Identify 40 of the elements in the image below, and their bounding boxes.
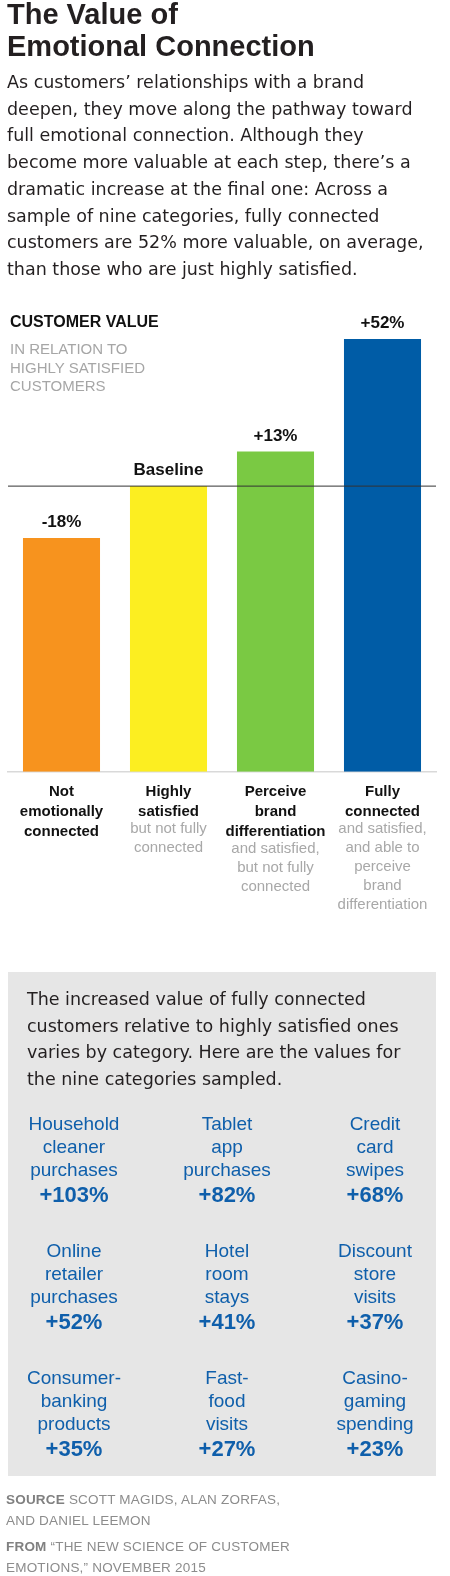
text: FROM “THE NEW SCIENCE OF CUSTOMER EMOTIONS,” NOVEMBER 2015 [6, 1539, 290, 1575]
text: +27% [198, 1436, 256, 1461]
text: +68% [346, 1182, 404, 1207]
category-label: Consumer-banking products [27, 1366, 121, 1435]
annotation: Baseline [133, 460, 204, 480]
annotation: IN RELATION TO HIGHLY SATISFIED CUSTOMERS [10, 340, 146, 395]
category-label: Tablet app purchases [183, 1112, 271, 1181]
chart-subtitle: As customers’ relationships with a brand deepen, they move along the pathway toward full emotional connection. Although they become more valuable at each step, there’s a dramatic increase at the final one: Across a sample of nine categories, fully connected customers are 52% more valuable, on average, than those who are just highly satisfied. [7, 71, 425, 281]
text: +103% [39, 1182, 109, 1207]
text: +52% [45, 1309, 103, 1334]
text: +41% [198, 1309, 256, 1334]
category-label: Casino-gaming spending [336, 1366, 414, 1435]
annotation: +13% [253, 425, 298, 445]
bar [22, 538, 101, 772]
x-tick-label: Highly satisfied [138, 781, 199, 819]
x-tick-label: Fully connected [344, 781, 421, 819]
category-label: Household cleaner purchases [28, 1112, 120, 1181]
annotation: -18% [41, 512, 82, 532]
text: +35% [45, 1436, 103, 1461]
text: and satisfied, and able to perceive brand differentiation [337, 819, 428, 913]
text: +82% [198, 1182, 256, 1207]
text: +37% [346, 1309, 404, 1334]
category-label: Discount store visits [338, 1239, 412, 1308]
bar [343, 339, 422, 772]
x-tick-label: Perceive brand differentiation [225, 781, 326, 840]
text: but not fully connected [130, 819, 208, 856]
source-note: SOURCE SCOTT MAGIDS, ALAN ZORFAS, AND DANIEL LEEMON [6, 1492, 281, 1528]
text: and satisfied, but not fully connected [231, 839, 320, 895]
y-axis-title: CUSTOMER VALUE [10, 313, 160, 331]
bar [129, 486, 208, 772]
chart-title: The Value of Emotional Connection [7, 0, 316, 62]
x-tick-label: Not emotionally connected [19, 781, 104, 840]
text: The increased value of fully connected customers relative to highly satisfied ones varies by category. Here are the values for the nine categories sampled. [27, 988, 402, 1091]
annotation: +52% [360, 313, 405, 333]
text: +23% [346, 1436, 404, 1461]
bar [236, 451, 315, 772]
category-label: Hotel room stays [204, 1239, 250, 1308]
category-label: Online retailer purchases [30, 1239, 118, 1308]
category-label: Fast-food visits [205, 1366, 249, 1435]
category-label: Credit card swipes [345, 1112, 405, 1181]
